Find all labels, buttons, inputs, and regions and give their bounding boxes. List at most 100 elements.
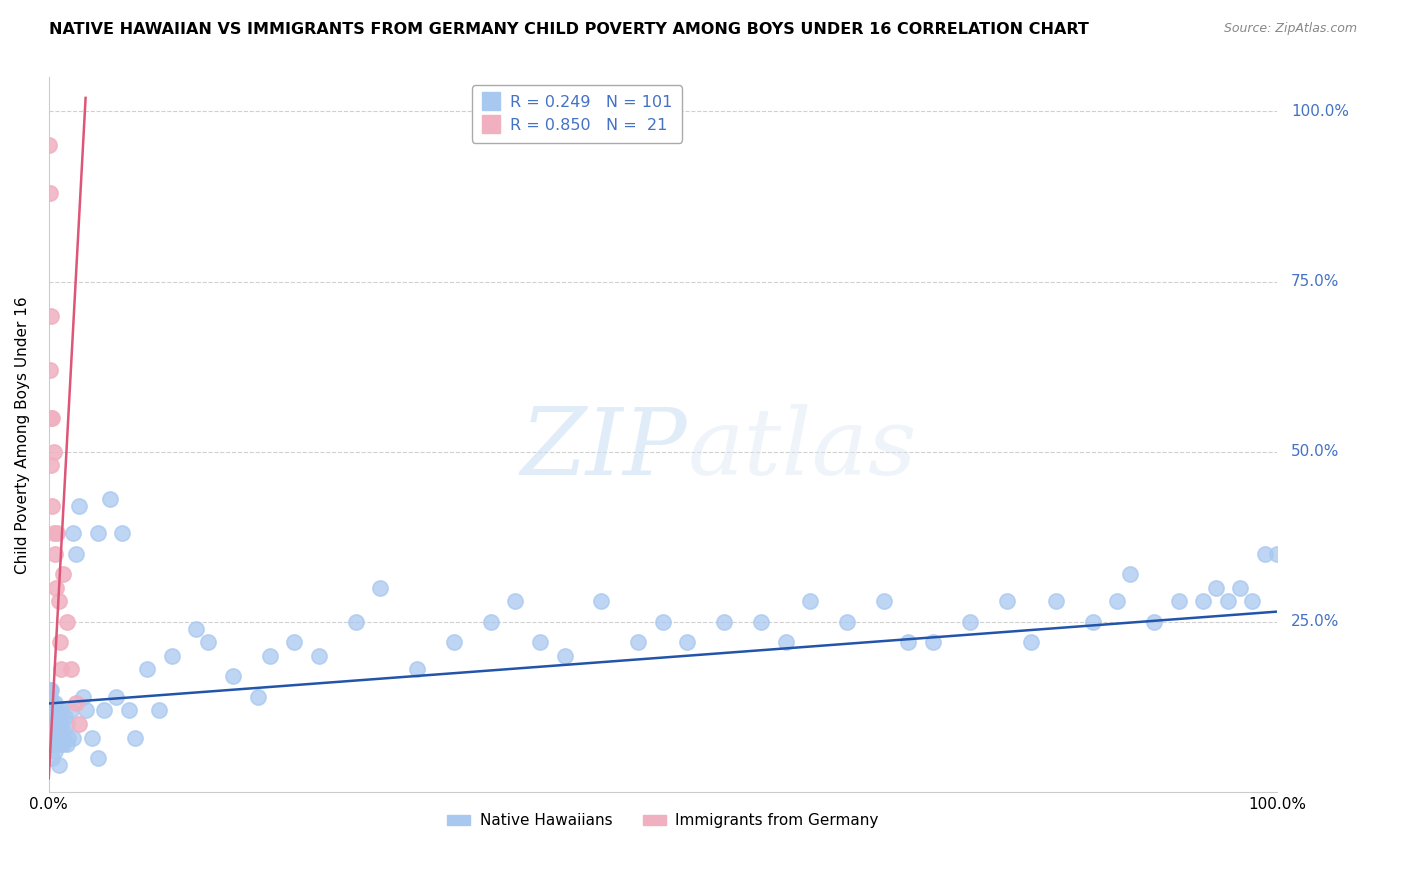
Point xyxy=(49,635,72,649)
Point xyxy=(39,697,62,711)
Point xyxy=(39,309,62,323)
Point xyxy=(51,731,73,745)
Point xyxy=(65,697,87,711)
Point xyxy=(1205,581,1227,595)
Text: 25.0%: 25.0% xyxy=(1291,615,1339,630)
Point xyxy=(41,697,63,711)
Point xyxy=(56,717,79,731)
Point xyxy=(283,635,305,649)
Point xyxy=(148,703,170,717)
Point xyxy=(959,615,981,629)
Point xyxy=(39,697,62,711)
Point xyxy=(39,410,62,425)
Point xyxy=(1107,594,1129,608)
Text: atlas: atlas xyxy=(688,404,917,494)
Point xyxy=(42,444,65,458)
Point xyxy=(41,710,63,724)
Point xyxy=(222,669,245,683)
Point xyxy=(41,499,63,513)
Point xyxy=(39,717,62,731)
Point xyxy=(1192,594,1215,608)
Point xyxy=(1143,615,1166,629)
Point xyxy=(835,615,858,629)
Point xyxy=(62,731,84,745)
Point xyxy=(42,731,65,745)
Point xyxy=(48,710,70,724)
Point xyxy=(897,635,920,649)
Point xyxy=(49,737,72,751)
Point xyxy=(184,622,207,636)
Point xyxy=(111,526,134,541)
Point xyxy=(65,547,87,561)
Point xyxy=(627,635,650,649)
Point xyxy=(58,731,80,745)
Y-axis label: Child Poverty Among Boys Under 16: Child Poverty Among Boys Under 16 xyxy=(15,296,30,574)
Point xyxy=(370,581,392,595)
Point xyxy=(406,663,429,677)
Point xyxy=(873,594,896,608)
Text: Source: ZipAtlas.com: Source: ZipAtlas.com xyxy=(1223,22,1357,36)
Point xyxy=(676,635,699,649)
Point xyxy=(49,663,72,677)
Point xyxy=(591,594,613,608)
Point xyxy=(749,615,772,629)
Point xyxy=(41,751,63,765)
Point xyxy=(39,682,62,697)
Point xyxy=(87,526,110,541)
Point xyxy=(197,635,219,649)
Point xyxy=(44,547,66,561)
Point xyxy=(39,703,62,717)
Point xyxy=(98,492,121,507)
Point xyxy=(45,717,67,731)
Point xyxy=(46,703,69,717)
Point xyxy=(59,703,82,717)
Point xyxy=(69,499,91,513)
Point xyxy=(1167,594,1189,608)
Point xyxy=(41,410,63,425)
Point xyxy=(308,648,330,663)
Point xyxy=(246,690,269,704)
Point xyxy=(42,703,65,717)
Point xyxy=(42,717,65,731)
Point xyxy=(45,737,67,751)
Point xyxy=(52,567,75,582)
Point xyxy=(136,663,159,677)
Point xyxy=(53,710,76,724)
Point xyxy=(87,751,110,765)
Point xyxy=(1253,547,1275,561)
Point xyxy=(775,635,797,649)
Point xyxy=(48,594,70,608)
Text: 75.0%: 75.0% xyxy=(1291,274,1339,289)
Point xyxy=(995,594,1018,608)
Point xyxy=(124,731,146,745)
Point xyxy=(922,635,945,649)
Point xyxy=(160,648,183,663)
Point xyxy=(1229,581,1251,595)
Point xyxy=(554,648,576,663)
Point xyxy=(44,710,66,724)
Point xyxy=(39,682,62,697)
Point xyxy=(1241,594,1264,608)
Point xyxy=(46,526,69,541)
Point xyxy=(69,717,91,731)
Point xyxy=(39,703,62,717)
Point xyxy=(105,690,128,704)
Point xyxy=(39,186,62,201)
Point xyxy=(651,615,673,629)
Point xyxy=(38,138,60,153)
Point xyxy=(44,697,66,711)
Point xyxy=(39,458,62,473)
Point xyxy=(443,635,465,649)
Point xyxy=(72,690,94,704)
Text: NATIVE HAWAIIAN VS IMMIGRANTS FROM GERMANY CHILD POVERTY AMONG BOYS UNDER 16 COR: NATIVE HAWAIIAN VS IMMIGRANTS FROM GERMA… xyxy=(49,22,1090,37)
Point xyxy=(49,717,72,731)
Point xyxy=(80,731,103,745)
Point xyxy=(48,757,70,772)
Point xyxy=(1081,615,1104,629)
Point xyxy=(39,690,62,704)
Point xyxy=(1216,594,1239,608)
Point xyxy=(56,737,79,751)
Point xyxy=(44,744,66,758)
Point xyxy=(39,363,62,377)
Point xyxy=(479,615,502,629)
